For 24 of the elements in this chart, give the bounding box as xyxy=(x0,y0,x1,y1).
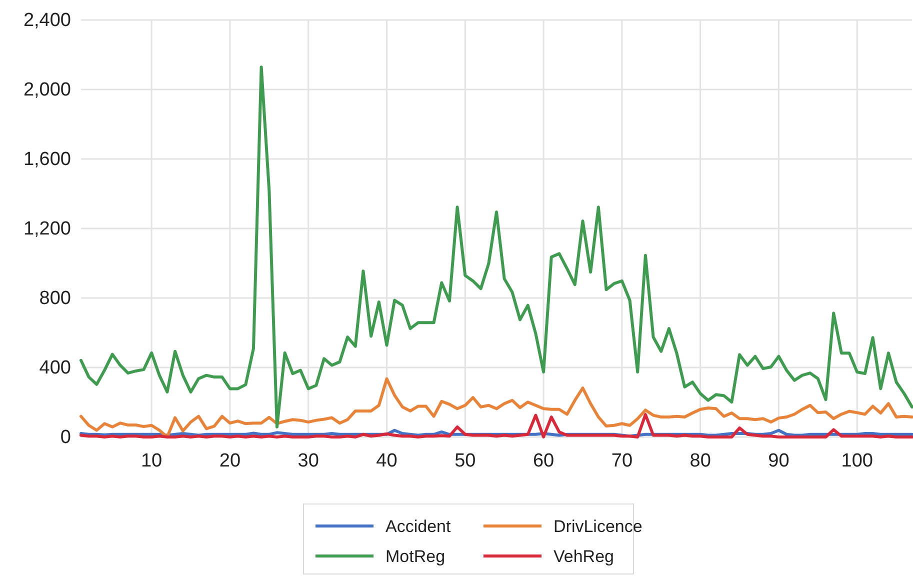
x-tick-label: 80 xyxy=(690,450,711,472)
legend-label: DrivLicence xyxy=(554,517,642,536)
x-tick-label: 90 xyxy=(768,450,790,472)
legend-label: VehReg xyxy=(554,547,614,566)
legend-label: MotReg xyxy=(386,547,446,566)
line-series xyxy=(80,66,913,428)
y-tick-label: 2,400 xyxy=(23,10,71,32)
line-series xyxy=(80,413,913,438)
y-tick-label: 1,600 xyxy=(23,149,71,170)
y-tick-label: 1,200 xyxy=(23,218,71,240)
y-tick-label: 800 xyxy=(39,288,71,310)
x-tick-label: 100 xyxy=(841,450,873,472)
y-tick-label: 400 xyxy=(39,358,71,379)
x-tick-label: 60 xyxy=(532,450,554,472)
x-tick-label: 10 xyxy=(140,450,162,472)
line-series xyxy=(80,377,913,438)
x-tick-label: 50 xyxy=(454,450,476,472)
y-tick-label: 0 xyxy=(60,427,71,448)
x-tick-label: 20 xyxy=(219,450,241,472)
x-tick-label: 40 xyxy=(376,450,398,472)
x-tick-label: 30 xyxy=(298,450,319,472)
y-tick-label: 2,000 xyxy=(23,80,71,101)
x-tick-label: 70 xyxy=(611,450,633,472)
legend-label: Accident xyxy=(386,517,451,536)
